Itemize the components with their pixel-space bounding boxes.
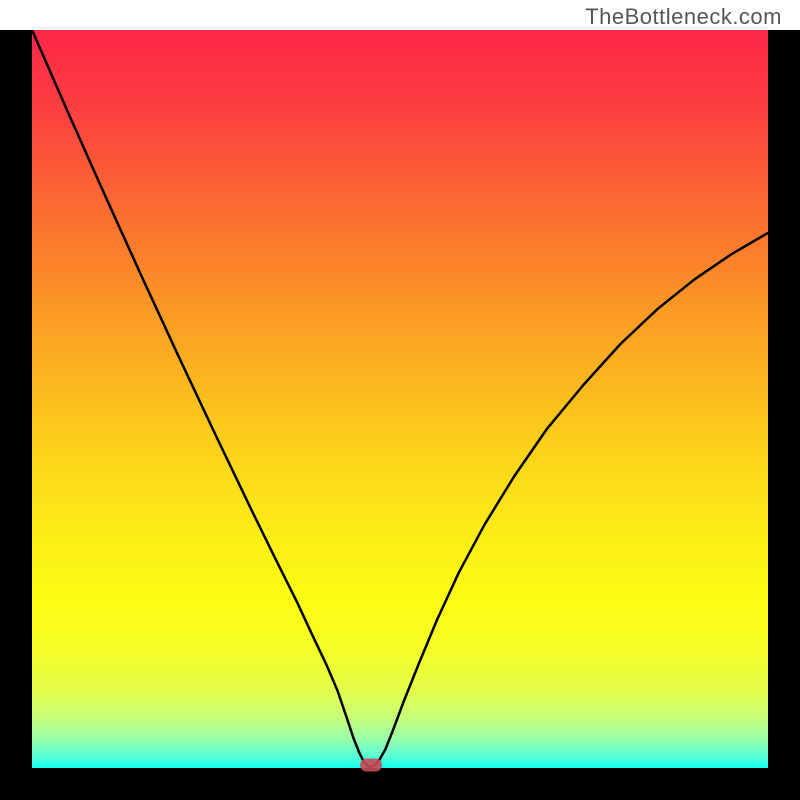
chart-svg: [32, 30, 768, 768]
gradient-background: [32, 30, 768, 768]
watermark-text: TheBottleneck.com: [585, 4, 782, 30]
chart-container: [0, 30, 800, 800]
plot-area: [32, 30, 768, 768]
optimal-point-marker: [360, 759, 382, 772]
